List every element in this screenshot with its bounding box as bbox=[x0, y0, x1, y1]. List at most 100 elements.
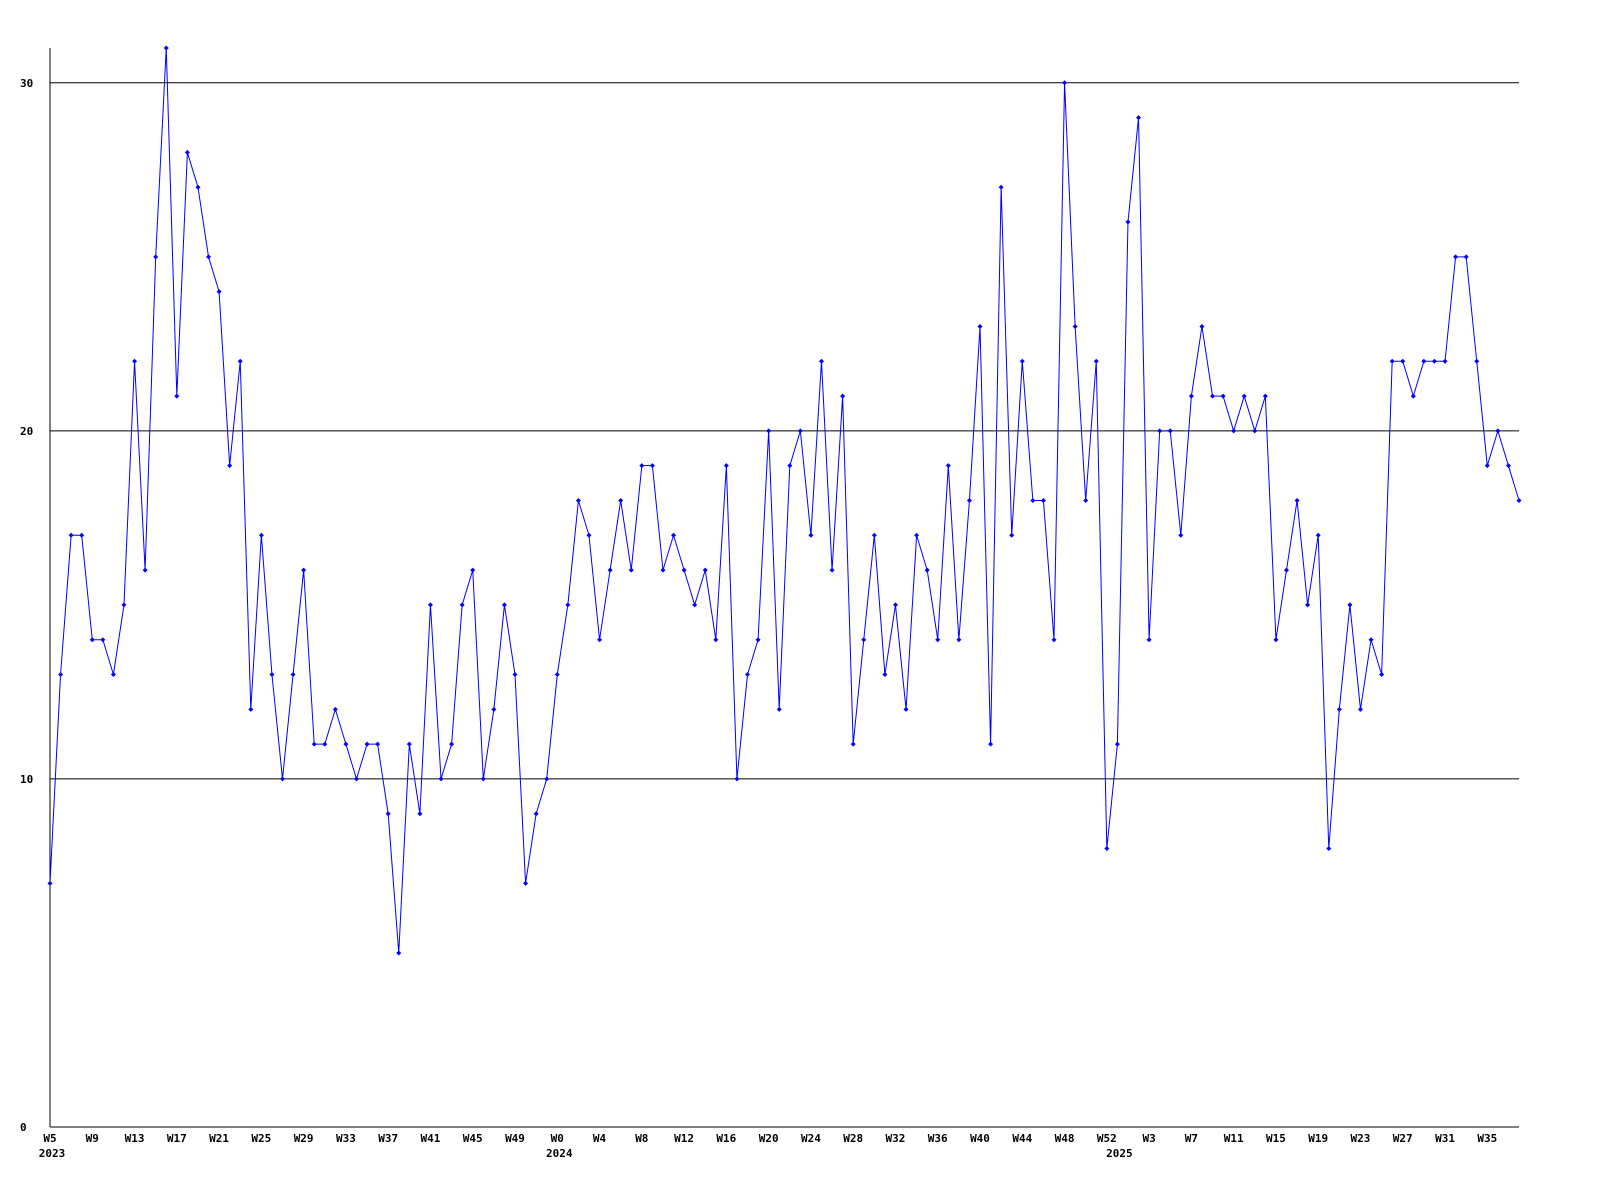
data-point bbox=[1484, 463, 1490, 469]
data-point bbox=[1516, 497, 1522, 503]
data-point bbox=[1062, 80, 1068, 86]
data-point bbox=[554, 672, 560, 678]
data-point bbox=[808, 532, 814, 538]
data-point bbox=[1125, 219, 1131, 225]
data-point bbox=[79, 532, 85, 538]
data-point bbox=[776, 706, 782, 712]
x-tick-label: W45 bbox=[463, 1132, 483, 1145]
data-point bbox=[58, 672, 64, 678]
data-point bbox=[237, 358, 243, 364]
data-point bbox=[745, 672, 751, 678]
data-point bbox=[132, 358, 138, 364]
data-point bbox=[628, 567, 634, 573]
data-point bbox=[1505, 463, 1511, 469]
data-point bbox=[755, 637, 761, 643]
data-point bbox=[649, 463, 655, 469]
data-point bbox=[280, 776, 286, 782]
data-point bbox=[68, 532, 74, 538]
data-point bbox=[681, 567, 687, 573]
data-point bbox=[153, 254, 159, 260]
data-point bbox=[1019, 358, 1025, 364]
data-point bbox=[544, 776, 550, 782]
data-point bbox=[1030, 497, 1036, 503]
data-point bbox=[840, 393, 846, 399]
data-point bbox=[1241, 393, 1247, 399]
data-point bbox=[1453, 254, 1459, 260]
x-tick-label: W35 bbox=[1477, 1132, 1497, 1145]
data-point bbox=[1157, 428, 1163, 434]
data-point bbox=[1178, 532, 1184, 538]
y-tick-label: 0 bbox=[20, 1121, 27, 1134]
x-tick-label: W16 bbox=[716, 1132, 736, 1145]
x-tick-label: W29 bbox=[294, 1132, 314, 1145]
data-point bbox=[269, 672, 275, 678]
data-point bbox=[332, 706, 338, 712]
data-point bbox=[1474, 358, 1480, 364]
data-point bbox=[322, 741, 328, 747]
data-point bbox=[417, 811, 423, 817]
x-tick-label: W40 bbox=[970, 1132, 990, 1145]
data-point bbox=[713, 637, 719, 643]
data-point bbox=[1252, 428, 1258, 434]
data-point bbox=[449, 741, 455, 747]
data-point bbox=[1368, 637, 1374, 643]
x-tick-label: W31 bbox=[1435, 1132, 1455, 1145]
data-point bbox=[1442, 358, 1448, 364]
data-point bbox=[597, 637, 603, 643]
data-point bbox=[1347, 602, 1353, 608]
data-point bbox=[406, 741, 412, 747]
x-tick-label: W3 bbox=[1142, 1132, 1155, 1145]
data-point bbox=[1040, 497, 1046, 503]
data-point bbox=[818, 358, 824, 364]
data-point bbox=[966, 497, 972, 503]
x-tick-label: W44 bbox=[1012, 1132, 1032, 1145]
data-point bbox=[1326, 846, 1332, 852]
data-point bbox=[850, 741, 856, 747]
data-point bbox=[206, 254, 212, 260]
data-point bbox=[734, 776, 740, 782]
data-point bbox=[1051, 637, 1057, 643]
data-point bbox=[924, 567, 930, 573]
data-point bbox=[184, 149, 190, 155]
data-point bbox=[956, 637, 962, 643]
data-point bbox=[723, 463, 729, 469]
x-year-label: 2023 bbox=[39, 1147, 66, 1160]
x-tick-label: W32 bbox=[886, 1132, 906, 1145]
data-point bbox=[216, 289, 222, 295]
data-point bbox=[1421, 358, 1427, 364]
data-point bbox=[1114, 741, 1120, 747]
x-tick-label: W23 bbox=[1351, 1132, 1371, 1145]
data-point bbox=[1389, 358, 1395, 364]
data-point bbox=[1220, 393, 1226, 399]
data-point bbox=[1167, 428, 1173, 434]
data-point bbox=[1379, 672, 1385, 678]
data-point bbox=[607, 567, 613, 573]
data-point bbox=[882, 672, 888, 678]
data-point bbox=[343, 741, 349, 747]
y-tick-label: 10 bbox=[20, 773, 33, 786]
data-point bbox=[1136, 115, 1142, 121]
data-point bbox=[618, 497, 624, 503]
x-tick-label: W21 bbox=[209, 1132, 229, 1145]
data-point bbox=[1400, 358, 1406, 364]
data-point bbox=[248, 706, 254, 712]
data-point bbox=[660, 567, 666, 573]
data-point bbox=[639, 463, 645, 469]
data-point bbox=[480, 776, 486, 782]
data-point bbox=[935, 637, 941, 643]
x-tick-label: W49 bbox=[505, 1132, 525, 1145]
data-point bbox=[914, 532, 920, 538]
data-point bbox=[903, 706, 909, 712]
data-point bbox=[470, 567, 476, 573]
data-point bbox=[1210, 393, 1216, 399]
data-point bbox=[438, 776, 444, 782]
data-point bbox=[1231, 428, 1237, 434]
data-point bbox=[1199, 323, 1205, 329]
x-tick-label: W19 bbox=[1308, 1132, 1328, 1145]
data-point bbox=[195, 184, 201, 190]
data-point bbox=[1072, 323, 1078, 329]
data-point bbox=[47, 880, 53, 886]
data-point bbox=[1315, 532, 1321, 538]
data-point bbox=[290, 672, 296, 678]
